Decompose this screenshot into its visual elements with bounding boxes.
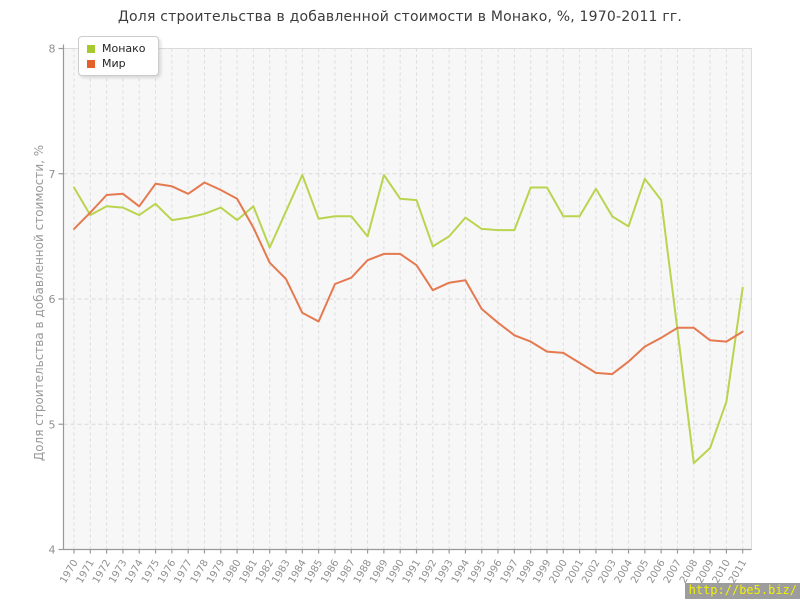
series-line-monaco [73, 174, 744, 465]
x-tick-labels: 1970197119721973197419751976197719781979… [58, 558, 749, 586]
y-tick-labels: 4 5 6 7 8 [49, 43, 56, 557]
legend-swatch-monaco-icon [87, 44, 95, 53]
watermark-link[interactable]: http://be5.biz/ [684, 583, 800, 599]
legend-item-monaco: Монако [87, 41, 146, 56]
svg-text:8: 8 [49, 43, 56, 56]
legend-item-label: Монако [102, 41, 146, 55]
legend-item-world: Мир [87, 56, 146, 71]
svg-text:6: 6 [49, 293, 56, 306]
legend-swatch-world-icon [87, 59, 95, 68]
svg-text:4: 4 [49, 544, 56, 557]
chart-title: Доля строительства в добавленной стоимос… [117, 9, 683, 25]
legend: Монако Мир [78, 36, 159, 76]
series-line-world [73, 181, 744, 376]
axes [58, 44, 752, 554]
legend-item-label: Мир [102, 56, 126, 70]
svg-text:7: 7 [49, 168, 56, 181]
svg-text:5: 5 [49, 418, 56, 431]
